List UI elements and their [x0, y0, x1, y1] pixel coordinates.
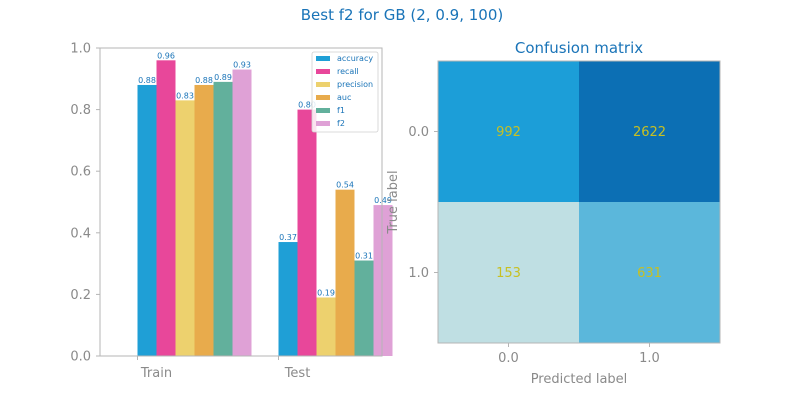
y-tick-label: 0.8 — [70, 103, 91, 118]
heatmap-cell-0-1 — [579, 61, 720, 202]
heatmap-y-label: True label — [386, 170, 401, 234]
legend-label-recall: recall — [337, 67, 359, 76]
bar-test-recall — [297, 109, 317, 356]
heatmap-cell-value-1-1: 631 — [637, 266, 662, 281]
legend-label-f2: f2 — [337, 119, 345, 128]
legend-label-auc: auc — [337, 93, 351, 102]
heatmap-cell-0-0 — [438, 61, 579, 202]
heatmap-frame — [437, 60, 721, 344]
heatmap-cell-1-0 — [438, 202, 579, 343]
heatmap-cells: 992 2622 153 631 — [438, 61, 720, 343]
x-tick-label-test: Test — [284, 366, 311, 381]
bar-train-f1 — [213, 81, 233, 356]
bar-group — [137, 60, 393, 357]
bar-test-auc — [335, 189, 355, 356]
legend-swatch-recall — [316, 69, 330, 74]
bar-label-test-accuracy: 0.37 — [279, 233, 297, 242]
bar-label-test-recall: 0.80 — [298, 101, 316, 110]
y-tick-label: 0.6 — [70, 165, 91, 180]
bar-label-train-f2: 0.93 — [233, 61, 251, 70]
bar-label-train-precision: 0.83 — [176, 91, 194, 100]
bar-label-test-auc: 0.54 — [336, 181, 354, 190]
bar-label-train-recall: 0.96 — [157, 51, 175, 60]
heatmap-cell-value-0-1: 2622 — [633, 125, 666, 140]
bar-test-f2 — [373, 205, 393, 356]
heatmap-x-label: Predicted label — [531, 372, 628, 387]
bar-train-accuracy — [137, 84, 157, 357]
legend-swatch-auc — [316, 95, 330, 100]
bar-chart-frame — [99, 47, 383, 357]
legend-swatch-f1 — [316, 108, 330, 113]
bar-test-precision — [316, 297, 336, 356]
bar-train-f2 — [232, 69, 252, 356]
y-tick-label: 0.0 — [70, 350, 91, 365]
heatmap-ticks: 0.0 1.0 0.0 1.0 — [408, 125, 660, 366]
heatmap-x-tick-label: 0.0 — [498, 351, 519, 366]
legend-swatch-accuracy — [316, 56, 330, 61]
x-tick-label-train: Train — [140, 366, 172, 381]
bar-label-test-f2: 0.49 — [374, 196, 392, 205]
bar-label-test-precision: 0.19 — [317, 288, 335, 297]
legend-box — [311, 51, 379, 133]
bar-test-f1 — [354, 260, 374, 356]
bar-y-axis: 0.0 0.2 0.4 0.6 0.8 1.0 — [70, 42, 100, 365]
legend-label-f1: f1 — [337, 106, 345, 115]
legend-swatch-f2 — [316, 121, 330, 126]
y-tick-label: 0.2 — [70, 288, 91, 303]
bar-label-train-f1: 0.89 — [214, 73, 232, 82]
legend-label-accuracy: accuracy — [337, 54, 373, 63]
legend-swatch-precision — [316, 82, 330, 87]
heatmap-cell-value-1-0: 153 — [496, 266, 521, 281]
y-tick-label: 1.0 — [70, 42, 91, 57]
figure-title: Best f2 for GB (2, 0.9, 100) — [301, 6, 503, 24]
bar-test-accuracy — [278, 242, 298, 356]
heatmap-cell-1-1 — [579, 202, 720, 343]
bar-train-precision — [175, 100, 195, 356]
heatmap-x-tick-label: 1.0 — [639, 351, 660, 366]
bar-x-axis: Train Test — [137, 356, 311, 381]
bar-label-train-accuracy: 0.88 — [138, 76, 156, 85]
y-tick-label: 0.4 — [70, 226, 91, 241]
bar-data-labels: 0.880.960.830.88 0.890.930.370.800.190.54… — [138, 51, 392, 297]
bar-train-auc — [194, 84, 214, 357]
heatmap-y-tick-label: 1.0 — [408, 266, 429, 281]
bar-label-train-auc: 0.88 — [195, 76, 213, 85]
heatmap-cell-value-0-0: 992 — [496, 125, 521, 140]
bar-legend: accuracy recall precision auc f1 f2 — [311, 51, 379, 133]
bar-train-recall — [156, 60, 176, 356]
bar-label-test-f1: 0.31 — [355, 252, 373, 261]
bar-chart: 0.880.960.830.88 0.890.930.370.800.190.54… — [70, 42, 393, 381]
legend-label-precision: precision — [337, 80, 373, 89]
confusion-matrix-title: Confusion matrix — [515, 39, 643, 57]
heatmap-y-tick-label: 0.0 — [408, 125, 429, 140]
